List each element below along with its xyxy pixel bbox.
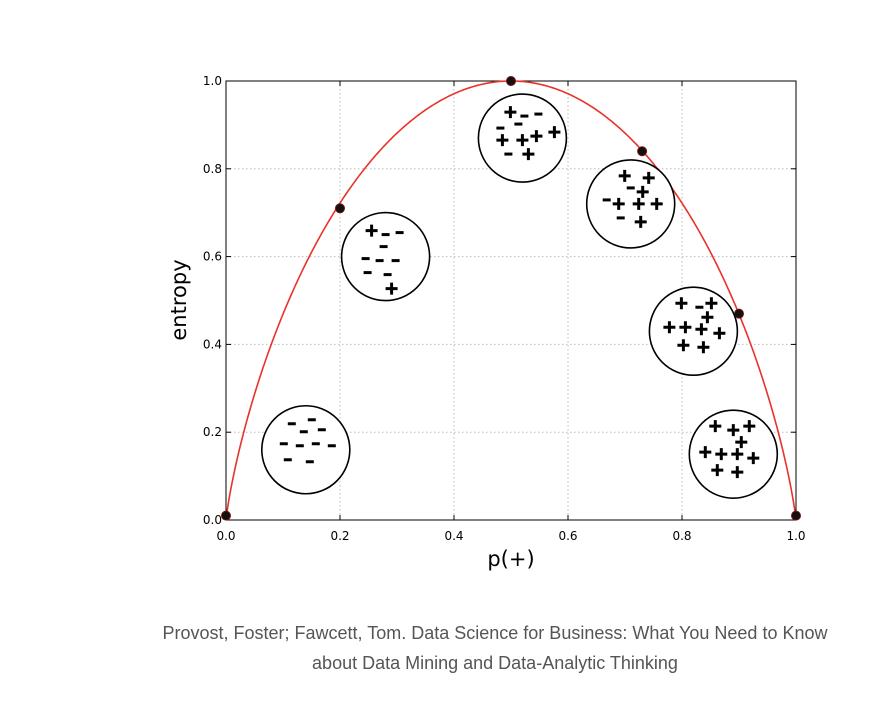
y-tick-label: 0.2: [203, 425, 222, 439]
sample-outline: [648, 286, 739, 377]
plus-sign: [642, 171, 655, 184]
y-axis-label: entropy: [167, 259, 191, 340]
y-tick-label: 0.0: [203, 513, 222, 527]
data-points: [221, 76, 801, 521]
plus-sign: [650, 197, 663, 210]
x-tick-label: 0.6: [558, 529, 577, 543]
sample-circle: [585, 159, 676, 249]
plus-sign: [618, 169, 631, 182]
sample-outline: [260, 404, 351, 495]
plus-sign: [632, 197, 645, 210]
plus-sign: [612, 197, 625, 210]
plus-sign: [709, 420, 722, 433]
plus-sign: [516, 134, 529, 147]
plus-sign: [679, 321, 692, 334]
caption-line-2: about Data Mining and Data-Analytic Thin…: [312, 653, 678, 673]
plus-sign: [743, 420, 756, 433]
sample-circle: [477, 93, 568, 183]
sample-circle: [688, 409, 779, 499]
sample-circle: [340, 211, 431, 302]
data-point: [637, 146, 648, 157]
y-tick-label: 0.4: [203, 337, 222, 351]
plus-sign: [705, 297, 718, 310]
plus-sign: [663, 321, 676, 334]
x-tick-label: 0.4: [444, 529, 463, 543]
plus-sign: [695, 323, 708, 336]
figure-caption: Provost, Foster; Fawcett, Tom. Data Scie…: [95, 618, 889, 678]
plus-sign: [699, 446, 712, 459]
plus-sign: [548, 126, 561, 139]
entropy-chart: 0.0 0.2 0.4 0.6 0.8 1.0 0.0 0.2 0.4 0.6 0.8 1.0 p(+…: [167, 74, 806, 571]
data-point: [734, 308, 744, 319]
data-point: [221, 510, 231, 521]
sample-circle: [260, 404, 351, 495]
x-tick-label: 1.0: [786, 529, 805, 543]
x-tick-label: 0.8: [672, 529, 691, 543]
plus-sign: [522, 148, 535, 161]
y-tick-label: 1.0: [203, 74, 222, 88]
axis-ticks: 0.0 0.2 0.4 0.6 0.8 1.0 0.0 0.2 0.4 0.6 0.8 1.0: [203, 74, 806, 543]
y-tick-label: 0.8: [203, 162, 222, 176]
plus-sign: [496, 134, 509, 147]
sample-outline: [340, 211, 431, 302]
plus-sign: [747, 452, 760, 465]
plus-sign: [677, 339, 690, 352]
plus-sign: [711, 464, 724, 477]
sample-outline: [585, 159, 676, 249]
x-axis-label: p(+): [487, 547, 534, 571]
caption-line-1: Provost, Foster; Fawcett, Tom. Data Scie…: [162, 623, 828, 643]
y-tick-label: 0.6: [203, 250, 222, 264]
plus-sign: [385, 282, 398, 295]
x-tick-label: 0.2: [330, 529, 349, 543]
plus-sign: [675, 297, 688, 310]
plus-sign: [715, 448, 728, 461]
plus-sign: [713, 327, 726, 340]
data-point: [506, 76, 516, 86]
plus-sign: [634, 215, 647, 228]
sample-circle: [648, 286, 739, 377]
plus-sign: [731, 448, 744, 461]
x-tick-label: 0.0: [216, 529, 235, 543]
plus-sign: [735, 436, 748, 449]
plus-sign: [636, 185, 649, 198]
plus-sign: [504, 106, 517, 119]
plus-sign: [727, 424, 740, 437]
data-point: [335, 203, 345, 214]
plus-sign: [731, 466, 744, 479]
plus-sign: [697, 341, 710, 354]
plus-sign: [365, 224, 378, 237]
data-point: [791, 510, 801, 521]
plus-sign: [701, 311, 714, 324]
sample-circles: [260, 93, 779, 499]
plus-sign: [530, 130, 543, 143]
